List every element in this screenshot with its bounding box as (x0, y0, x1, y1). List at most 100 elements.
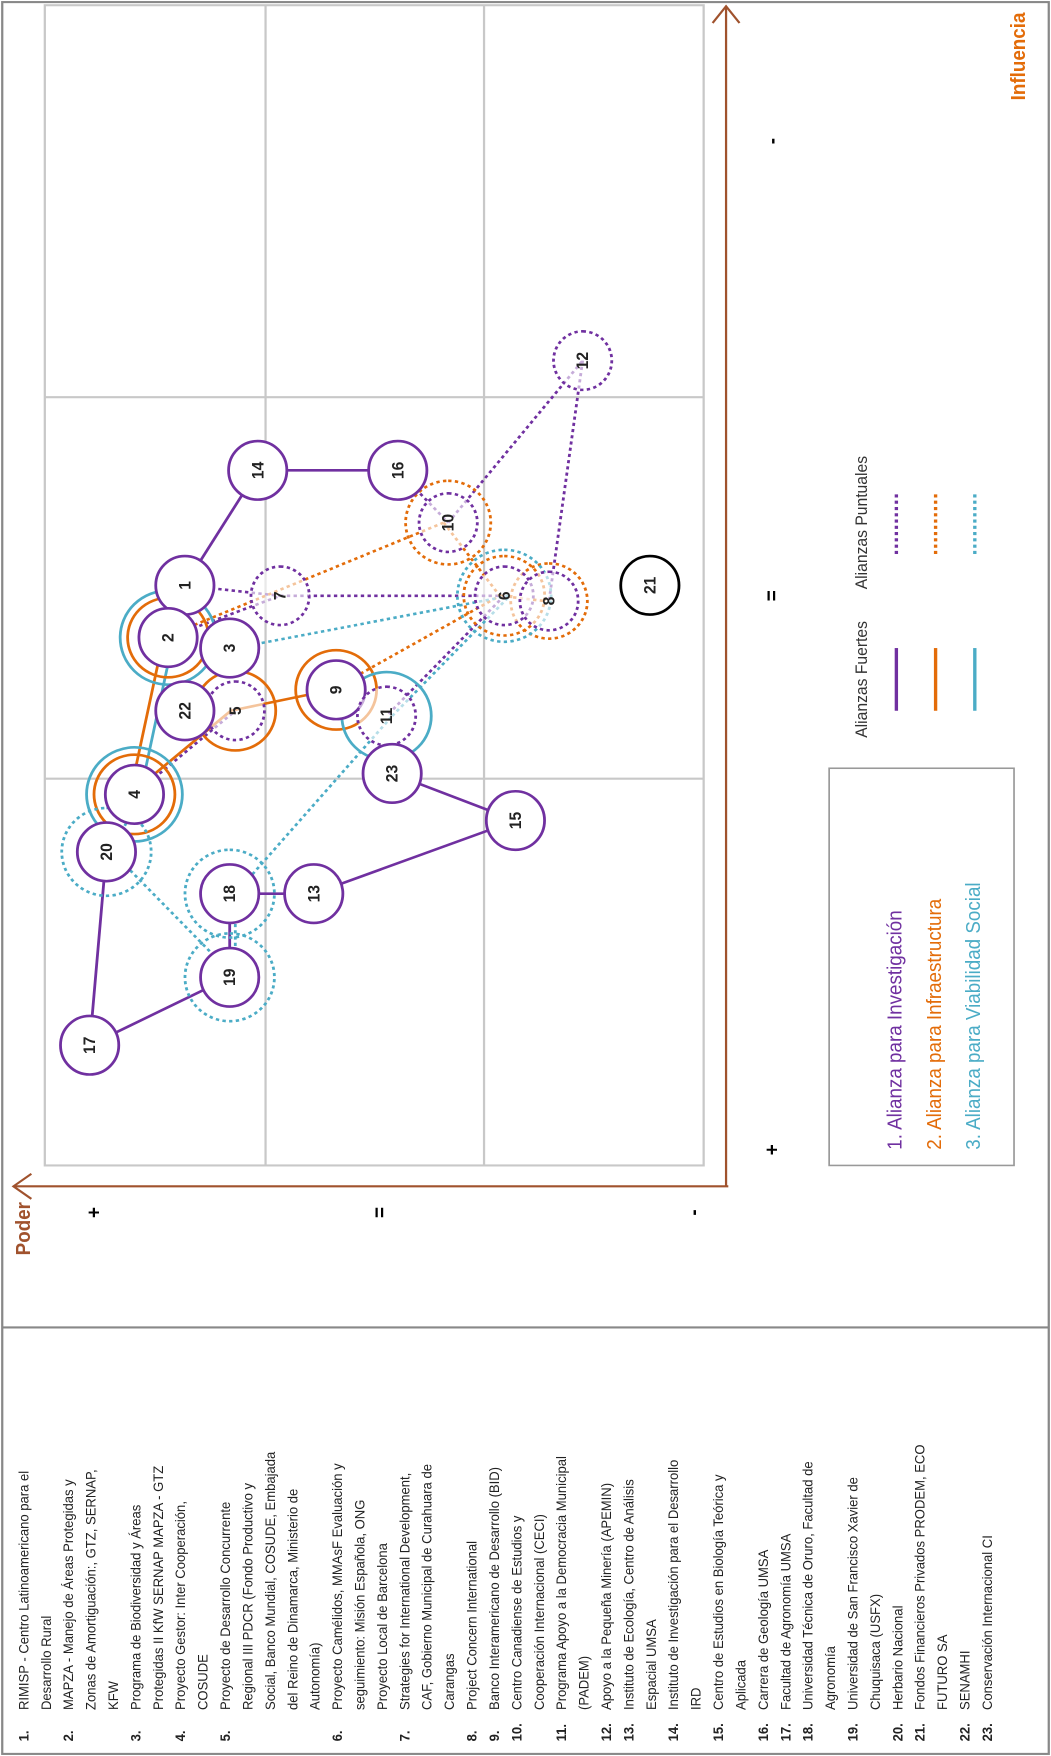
actor-node (154, 680, 216, 742)
list-text: FUTURO SA (935, 1635, 951, 1710)
alliance-ring (509, 562, 589, 640)
list-number: 22. (957, 1723, 973, 1741)
list-number: 7. (397, 1730, 413, 1741)
list-text: Fondos Financieros Privados PRODEM, ECO (912, 1444, 928, 1710)
list-text: MAPZA - Manejo de Áreas Protegidas y (61, 1479, 77, 1710)
power-label: Poder (12, 1202, 35, 1256)
list-text: Universidad de San Francisco Xavier de (845, 1477, 861, 1710)
list-text: Carrera de Geología UMSA (755, 1550, 771, 1710)
actor-label: 17 (81, 1037, 100, 1054)
alliance-ring (183, 848, 276, 939)
list-number: 1. (16, 1730, 32, 1741)
list-number: 4. (173, 1730, 189, 1741)
list-text: Proyecto Local de Barcelona (374, 1543, 390, 1710)
alliance-line (447, 359, 584, 524)
actor-label: 3 (221, 644, 240, 653)
legend-box (828, 767, 1015, 1167)
list-text: Regional III PDCR (Fondo Productivo y (240, 1483, 256, 1710)
actor-label: 14 (249, 462, 268, 479)
actor-label: 6 (495, 591, 514, 600)
list-number: 13. (621, 1723, 637, 1741)
list-text: Strategies for International Development… (397, 1473, 413, 1710)
actor-node (361, 742, 423, 805)
list-number: 5. (218, 1730, 234, 1741)
actor-label: 1 (176, 581, 195, 590)
alliance-line (313, 819, 516, 895)
list-text: Zonas de Amortiguación:, GTZ, SERNAP, (83, 1469, 99, 1710)
list-number: 21. (912, 1723, 928, 1741)
power-mark: = (369, 1207, 392, 1218)
list-text: Conservación Internacional CI (980, 1535, 996, 1710)
actor-node (103, 763, 165, 825)
power-arrow (11, 1172, 33, 1200)
alliance-ring (60, 806, 153, 898)
actor-label: 11 (378, 708, 397, 725)
list-text: Banco Interamericano de Desarrollo (BID) (487, 1467, 503, 1710)
actor-label: 12 (574, 352, 593, 369)
list-number: 17. (778, 1723, 794, 1741)
actor-node (75, 821, 137, 883)
actor-node (552, 330, 614, 392)
list-text: Proyecto Gestor: Inter Cooperación, (173, 1501, 189, 1710)
actor-label: 23 (383, 765, 402, 782)
list-text: RIMISP - Centro Latinoamericano para el (16, 1471, 32, 1710)
list-text: del Reino de Dinamarca, Ministerio de (285, 1489, 301, 1710)
list-text: Chuquisaca (USFX) (867, 1594, 883, 1710)
actor-label: 21 (641, 577, 660, 594)
list-number: 12. (599, 1723, 615, 1741)
influence-mark: - (761, 138, 784, 144)
list-text: Proyecto de Desarrollo Concurrente (218, 1502, 234, 1710)
legend-item: 1. Alianza para Investigación (884, 910, 907, 1149)
actor-node (283, 863, 345, 925)
legend-heading: Alianzas Fuertes (853, 621, 872, 738)
alliance-line (391, 594, 511, 717)
grid-frame (43, 4, 705, 1167)
alliance-ring (404, 479, 493, 566)
actor-node (199, 863, 261, 925)
actor-label: 10 (439, 514, 458, 531)
influence-label: Influencia (1007, 12, 1030, 100)
alliance-line (330, 594, 501, 691)
actor-node (518, 570, 580, 632)
actor-label: 16 (389, 462, 408, 479)
actor-label: 22 (176, 702, 195, 719)
list-text: seguimiento: Misión Española, ONG (352, 1500, 368, 1710)
list-text: Programa de Biodiversidad y Áreas (128, 1504, 144, 1710)
influence-arrow (711, 4, 741, 24)
list-text: (PADEM) (576, 1656, 592, 1710)
alliance-ring (183, 932, 276, 1023)
list-text: Project Concern International (464, 1541, 480, 1710)
list-number: 20. (890, 1723, 906, 1741)
list-text: SENAMHI (957, 1651, 973, 1710)
list-text: Instituto de Investigación para el Desar… (666, 1460, 682, 1710)
list-text: KFW (106, 1681, 122, 1710)
power-mark: + (83, 1207, 106, 1218)
actor-label: 20 (98, 843, 117, 860)
list-number: 16. (755, 1723, 771, 1741)
list-text: Proyecto Camélidos, MMAsF Evaluación y (330, 1463, 346, 1710)
list-number: 9. (487, 1730, 503, 1741)
legend-item: 3. Alianza para Viabilidad Social (963, 882, 986, 1149)
influence-mark: + (761, 1144, 784, 1155)
list-text: Instituto de Ecología, Centro de Análisi… (621, 1479, 637, 1710)
actor-label: 2 (159, 633, 178, 642)
actor-label: 8 (540, 597, 559, 606)
list-number: 2. (61, 1730, 77, 1741)
actor-node (227, 439, 289, 501)
actor-node (484, 789, 546, 852)
list-text: Programa Apoyo a la Democracia Municipal (554, 1456, 570, 1710)
list-text: CAF, Gobierno Municipal de Curahuara de (419, 1464, 435, 1710)
actor-node (199, 617, 261, 679)
list-number: 6. (330, 1730, 346, 1741)
list-number: 11. (554, 1724, 570, 1741)
actor-label: 7 (271, 591, 290, 600)
actor-label: 18 (221, 885, 240, 902)
actor-label: 5 (226, 706, 245, 715)
list-text: Carangas (442, 1653, 458, 1710)
list-text: Social, Banco Mundial, COSUDE, Embajada (262, 1451, 278, 1710)
